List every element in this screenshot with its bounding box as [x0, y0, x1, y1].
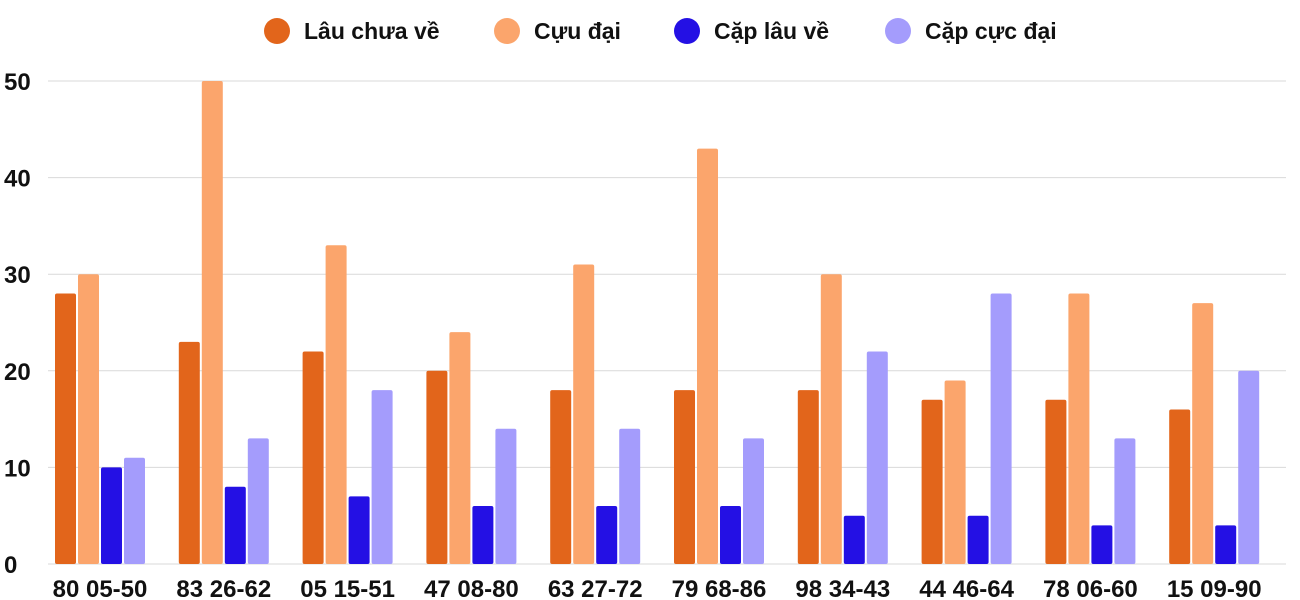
bars — [55, 81, 1260, 564]
x-tick-label: 83 26-62 — [176, 576, 271, 600]
bar — [224, 486, 246, 564]
chart-legend: Lâu chưa về Cựu đại Cặp lâu về Cặp cực đại — [264, 18, 1057, 44]
x-tick-label: 44 46-64 — [919, 576, 1014, 600]
legend-label: Lâu chưa về — [304, 18, 440, 44]
bar — [348, 496, 370, 564]
legend-swatch — [494, 18, 520, 44]
x-tick-label: 98 34-43 — [795, 576, 890, 600]
y-tick-label: 20 — [4, 359, 31, 386]
x-tick-label: 80 05-50 — [53, 576, 148, 600]
bar — [495, 428, 517, 564]
legend-label: Cặp lâu về — [714, 18, 829, 44]
bar — [743, 438, 764, 564]
bar — [101, 467, 122, 564]
y-axis-ticks: 0 10 20 30 40 50 — [4, 69, 31, 579]
y-tick-label: 50 — [4, 69, 31, 96]
bar — [1114, 438, 1136, 564]
bar — [697, 148, 718, 564]
bar — [820, 274, 842, 564]
bar — [843, 515, 865, 564]
bar — [967, 515, 989, 564]
bar — [302, 351, 324, 564]
legend-swatch — [264, 18, 290, 44]
bar — [1068, 293, 1090, 564]
x-tick-label: 15 09-90 — [1167, 576, 1262, 600]
bar — [1238, 370, 1260, 564]
bar — [1215, 525, 1237, 564]
y-tick-label: 40 — [4, 166, 31, 193]
x-tick-label: 63 27-72 — [548, 576, 643, 600]
bar — [247, 438, 269, 564]
bar — [449, 332, 471, 564]
legend-label: Cựu đại — [534, 18, 621, 44]
x-axis-labels: 80 05-50 83 26-62 05 15-51 47 08-80 63 27-72… — [53, 576, 1262, 600]
bar — [619, 428, 641, 564]
legend-label: Cặp cực đại — [925, 18, 1057, 44]
y-tick-label: 30 — [4, 262, 31, 289]
x-tick-label: 79 68-86 — [672, 576, 767, 600]
legend-swatch — [885, 18, 911, 44]
bar — [1192, 303, 1214, 564]
bar — [720, 506, 741, 564]
bar — [178, 341, 200, 564]
legend-swatch — [674, 18, 700, 44]
bar — [921, 399, 943, 564]
bar — [1169, 409, 1191, 564]
bar — [426, 370, 448, 564]
bar — [1045, 399, 1067, 564]
bar — [797, 390, 819, 564]
bar — [573, 264, 595, 564]
bar — [55, 293, 76, 564]
bar — [371, 390, 393, 564]
bar — [596, 506, 618, 564]
bar — [325, 245, 347, 564]
bar — [944, 380, 966, 564]
bar — [472, 506, 494, 564]
bar — [1091, 525, 1113, 564]
x-tick-label: 78 06-60 — [1043, 576, 1138, 600]
bar — [674, 390, 695, 564]
bar — [866, 351, 888, 564]
x-tick-label: 47 08-80 — [424, 576, 519, 600]
bar — [201, 81, 223, 564]
x-tick-label: 05 15-51 — [300, 576, 395, 600]
y-tick-label: 0 — [4, 552, 17, 579]
y-tick-label: 10 — [4, 455, 31, 482]
bar — [124, 457, 145, 564]
bar — [550, 390, 572, 564]
bar — [78, 274, 99, 564]
bar — [990, 293, 1012, 564]
